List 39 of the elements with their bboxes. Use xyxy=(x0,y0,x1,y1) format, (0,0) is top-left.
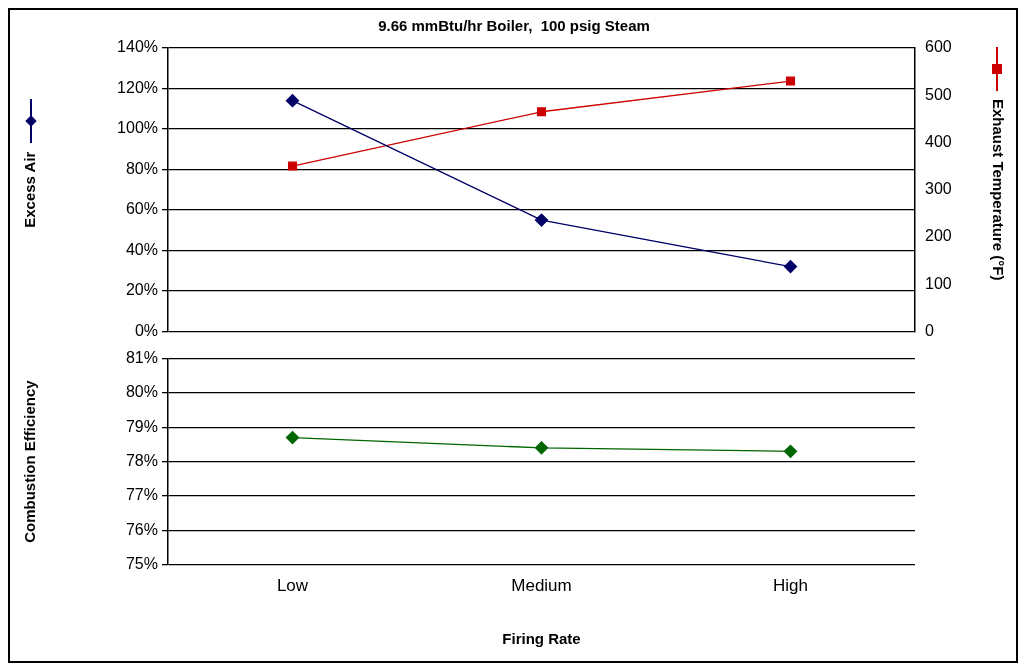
y2-tick-label: 400 xyxy=(925,132,952,150)
y-tick-label: 80% xyxy=(125,159,158,177)
y-axis-title: Combustion Efficiency xyxy=(21,379,39,543)
x-tick-label: High xyxy=(773,576,808,596)
y-tick-label: 40% xyxy=(125,240,158,258)
point xyxy=(536,107,547,117)
y2-tick-label: 200 xyxy=(925,227,952,245)
x-axis-title: Firing Rate xyxy=(502,630,581,648)
y-tick-label: 60% xyxy=(125,200,158,218)
point xyxy=(785,76,796,86)
point xyxy=(285,93,300,108)
point xyxy=(783,444,798,458)
y2-tick-label: 600 xyxy=(925,38,952,56)
x-tick-label: Low xyxy=(276,576,309,596)
y-tick-label: 20% xyxy=(125,281,158,299)
y2-tick-label: 500 xyxy=(925,85,952,103)
y2-tick-label: 100 xyxy=(925,274,952,292)
y2-tick-label: 0 xyxy=(925,321,934,339)
y-tick-label: 0% xyxy=(134,321,158,339)
y-axis-title: Excess Air xyxy=(21,151,39,228)
y2-axis-title: Exhaust Temperature (°F) xyxy=(989,98,1007,281)
x-tick-label: Medium xyxy=(511,576,572,596)
y-tick-label: 79% xyxy=(125,417,158,435)
y-tick-label: 80% xyxy=(125,383,158,401)
y-tick-label: 75% xyxy=(125,555,158,573)
y2-tick-label: 300 xyxy=(925,180,952,198)
y-tick-label: 77% xyxy=(125,486,158,504)
point xyxy=(534,441,549,455)
y-tick-label: 76% xyxy=(125,520,158,538)
y-tick-label: 78% xyxy=(125,452,158,470)
y-tick-label: 120% xyxy=(117,78,158,96)
point xyxy=(285,430,300,445)
y-tick-label: 140% xyxy=(117,38,158,56)
y-tick-label: 100% xyxy=(117,119,158,137)
point xyxy=(783,259,798,274)
point xyxy=(534,213,549,227)
y-tick-label: 81% xyxy=(125,349,158,367)
chart-title: 9.66 mmBtu/hr Boiler, 100 psig Steam xyxy=(378,17,650,35)
point xyxy=(287,161,298,171)
